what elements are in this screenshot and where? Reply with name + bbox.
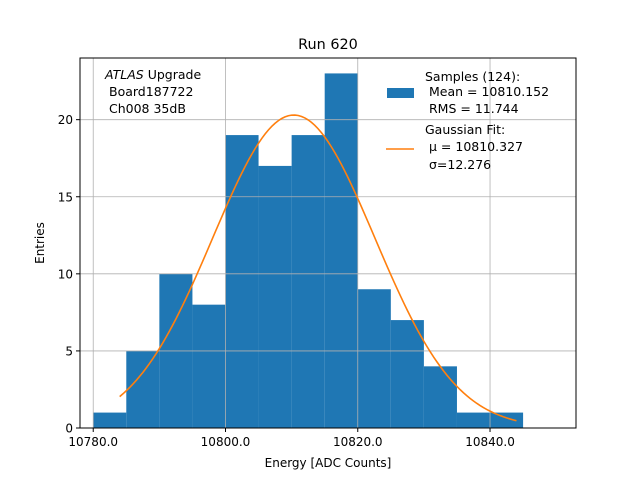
legend-fit-line-3: σ=12.276 (429, 157, 491, 172)
histogram-bar-6 (291, 135, 325, 429)
legend-samples-line-1: Samples (124): (425, 69, 520, 84)
y-axis-label: Entries (33, 222, 47, 264)
y-tick-label-4: 20 (58, 113, 73, 127)
annotation-upgrade-label: Upgrade (144, 67, 202, 82)
annotation-box: ATLAS Upgrade Board187722 Ch008 35dB (104, 67, 201, 116)
annotation-line-2: Board187722 (109, 84, 193, 99)
axes-frame (79, 57, 577, 429)
legend-fit-line-2: μ = 10810.327 (429, 139, 523, 154)
x-tick-label-2: 10820.0 (333, 435, 383, 449)
y-tick-label-3: 15 (58, 190, 73, 204)
histogram-bar-3 (192, 304, 226, 428)
gaussian-fit-curve (119, 114, 517, 422)
histogram-bar-11 (456, 412, 491, 428)
y-ticks: 0 5 10 15 20 (58, 113, 80, 436)
y-tick-label-2: 10 (58, 267, 73, 281)
grid-layer (80, 58, 576, 429)
histogram-bar-8 (357, 289, 391, 428)
histogram-bar-7 (324, 73, 358, 429)
x-tick-label-3: 10840.0 (465, 435, 515, 449)
x-tick-label-1: 10800.0 (201, 435, 251, 449)
histogram-bar-12 (490, 412, 524, 428)
annotation-atlas-label: ATLAS (104, 67, 144, 82)
histogram-bar-9 (390, 320, 424, 428)
x-ticks: 10780.0 10800.0 10820.0 10840.0 (68, 428, 515, 449)
legend: Samples (124): Mean = 10810.152 RMS = 11… (386, 69, 549, 172)
x-tick-label-0: 10780.0 (68, 435, 118, 449)
legend-fit-line-1: Gaussian Fit: (425, 122, 505, 137)
y-tick-label-1: 5 (65, 344, 73, 358)
histogram-bar-4 (225, 135, 259, 429)
bars-layer (93, 73, 524, 429)
legend-samples-swatch (387, 88, 414, 98)
histogram-bar-1 (126, 350, 160, 428)
legend-samples-line-3: RMS = 11.744 (429, 101, 519, 116)
legend-samples-line-2: Mean = 10810.152 (429, 84, 549, 99)
x-axis-label: Energy [ADC Counts] (265, 456, 392, 470)
histogram-bar-5 (258, 165, 292, 428)
annotation-line-3: Ch008 35dB (109, 101, 186, 116)
histogram-bar-10 (423, 366, 457, 428)
fit-layer (119, 114, 517, 422)
histogram-bar-0 (93, 412, 127, 428)
annotation-line-1: ATLAS Upgrade (104, 67, 201, 82)
chart-title: Run 620 (298, 37, 358, 53)
y-tick-label-0: 0 (65, 422, 73, 436)
